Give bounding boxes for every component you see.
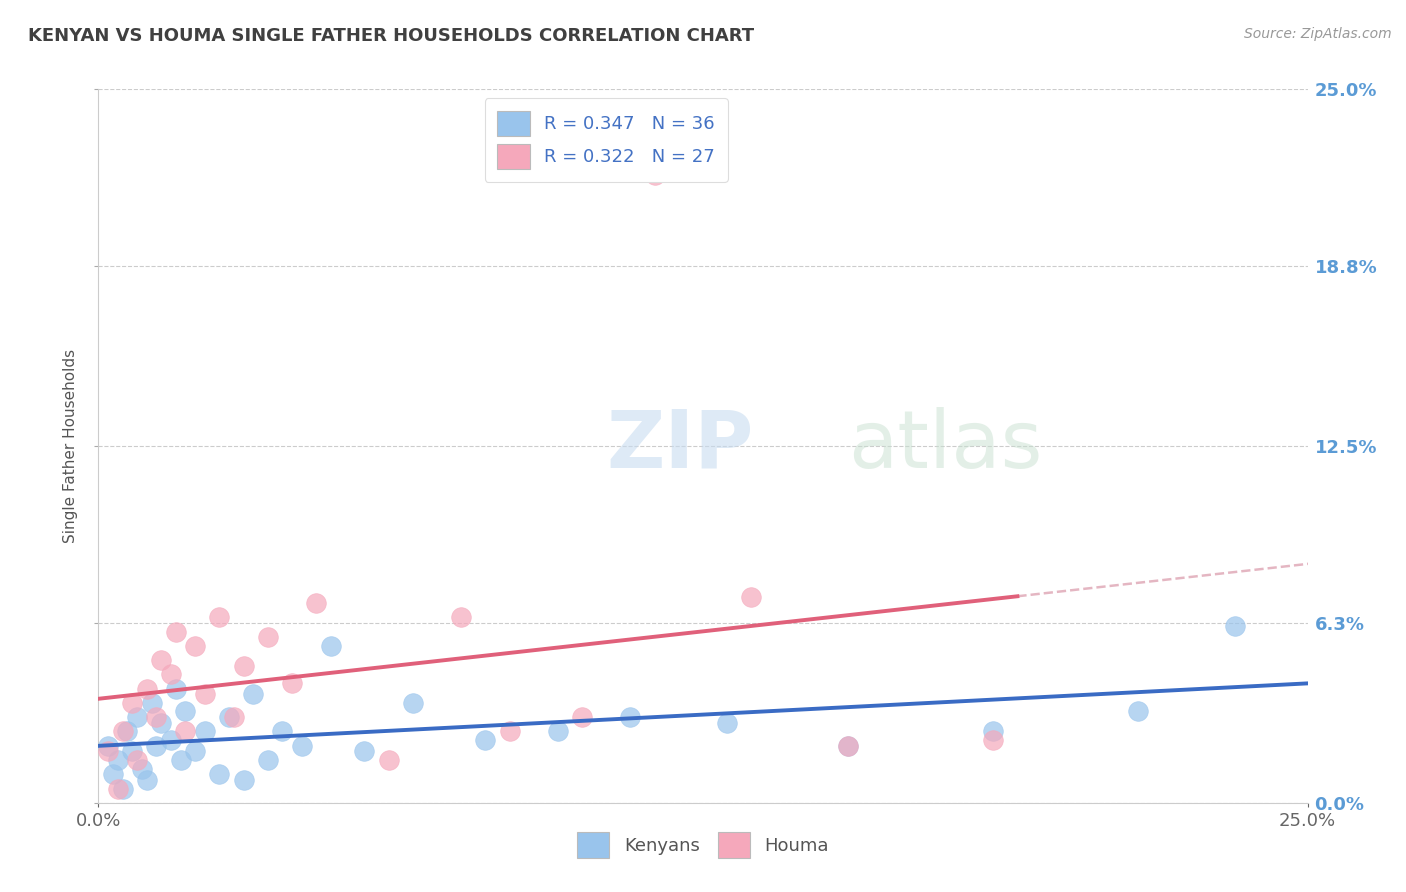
Point	[271, 724, 294, 739]
Point	[150, 653, 173, 667]
Point	[135, 772, 157, 787]
Point	[242, 687, 264, 701]
Point	[571, 710, 593, 724]
Point	[127, 753, 149, 767]
Point	[194, 687, 217, 701]
Point	[498, 724, 520, 739]
Point	[319, 639, 342, 653]
Point	[1128, 705, 1150, 719]
Text: KENYAN VS HOUMA SINGLE FATHER HOUSEHOLDS CORRELATION CHART: KENYAN VS HOUMA SINGLE FATHER HOUSEHOLDS…	[28, 27, 754, 45]
Point	[165, 624, 187, 639]
Point	[97, 739, 120, 753]
Point	[402, 696, 425, 710]
Point	[111, 781, 134, 796]
Point	[145, 710, 167, 724]
Point	[256, 630, 278, 644]
Point	[222, 710, 245, 724]
Point	[232, 658, 254, 673]
Point	[740, 591, 762, 605]
Point	[135, 681, 157, 696]
Point	[174, 724, 197, 739]
Point	[145, 739, 167, 753]
Point	[127, 710, 149, 724]
Point	[218, 710, 240, 724]
Point	[150, 715, 173, 730]
Point	[107, 781, 129, 796]
Point	[121, 744, 143, 758]
Point	[101, 767, 124, 781]
Point	[169, 753, 191, 767]
Point	[121, 696, 143, 710]
Point	[107, 753, 129, 767]
Legend: Kenyans, Houma: Kenyans, Houma	[569, 825, 837, 865]
Point	[377, 753, 399, 767]
Point	[117, 724, 139, 739]
Point	[97, 744, 120, 758]
Point	[160, 733, 183, 747]
Point	[160, 667, 183, 681]
Point	[184, 744, 207, 758]
Point	[208, 610, 231, 624]
Y-axis label: Single Father Households: Single Father Households	[63, 349, 79, 543]
Point	[184, 639, 207, 653]
Point	[837, 739, 859, 753]
Point	[131, 762, 153, 776]
Point	[547, 724, 569, 739]
Point	[474, 733, 496, 747]
Point	[174, 705, 197, 719]
Point	[165, 681, 187, 696]
Point	[290, 739, 312, 753]
Point	[194, 724, 217, 739]
Point	[141, 696, 163, 710]
Point	[232, 772, 254, 787]
Point	[981, 724, 1004, 739]
Point	[981, 733, 1004, 747]
Point	[208, 767, 231, 781]
Text: ZIP: ZIP	[606, 407, 754, 485]
Point	[256, 753, 278, 767]
Point	[1223, 619, 1246, 633]
Point	[305, 596, 328, 610]
Point	[716, 715, 738, 730]
Point	[644, 168, 666, 182]
Point	[450, 610, 472, 624]
Point	[837, 739, 859, 753]
Text: atlas: atlas	[848, 407, 1042, 485]
Point	[111, 724, 134, 739]
Point	[353, 744, 375, 758]
Point	[619, 710, 641, 724]
Point	[281, 676, 304, 690]
Text: Source: ZipAtlas.com: Source: ZipAtlas.com	[1244, 27, 1392, 41]
